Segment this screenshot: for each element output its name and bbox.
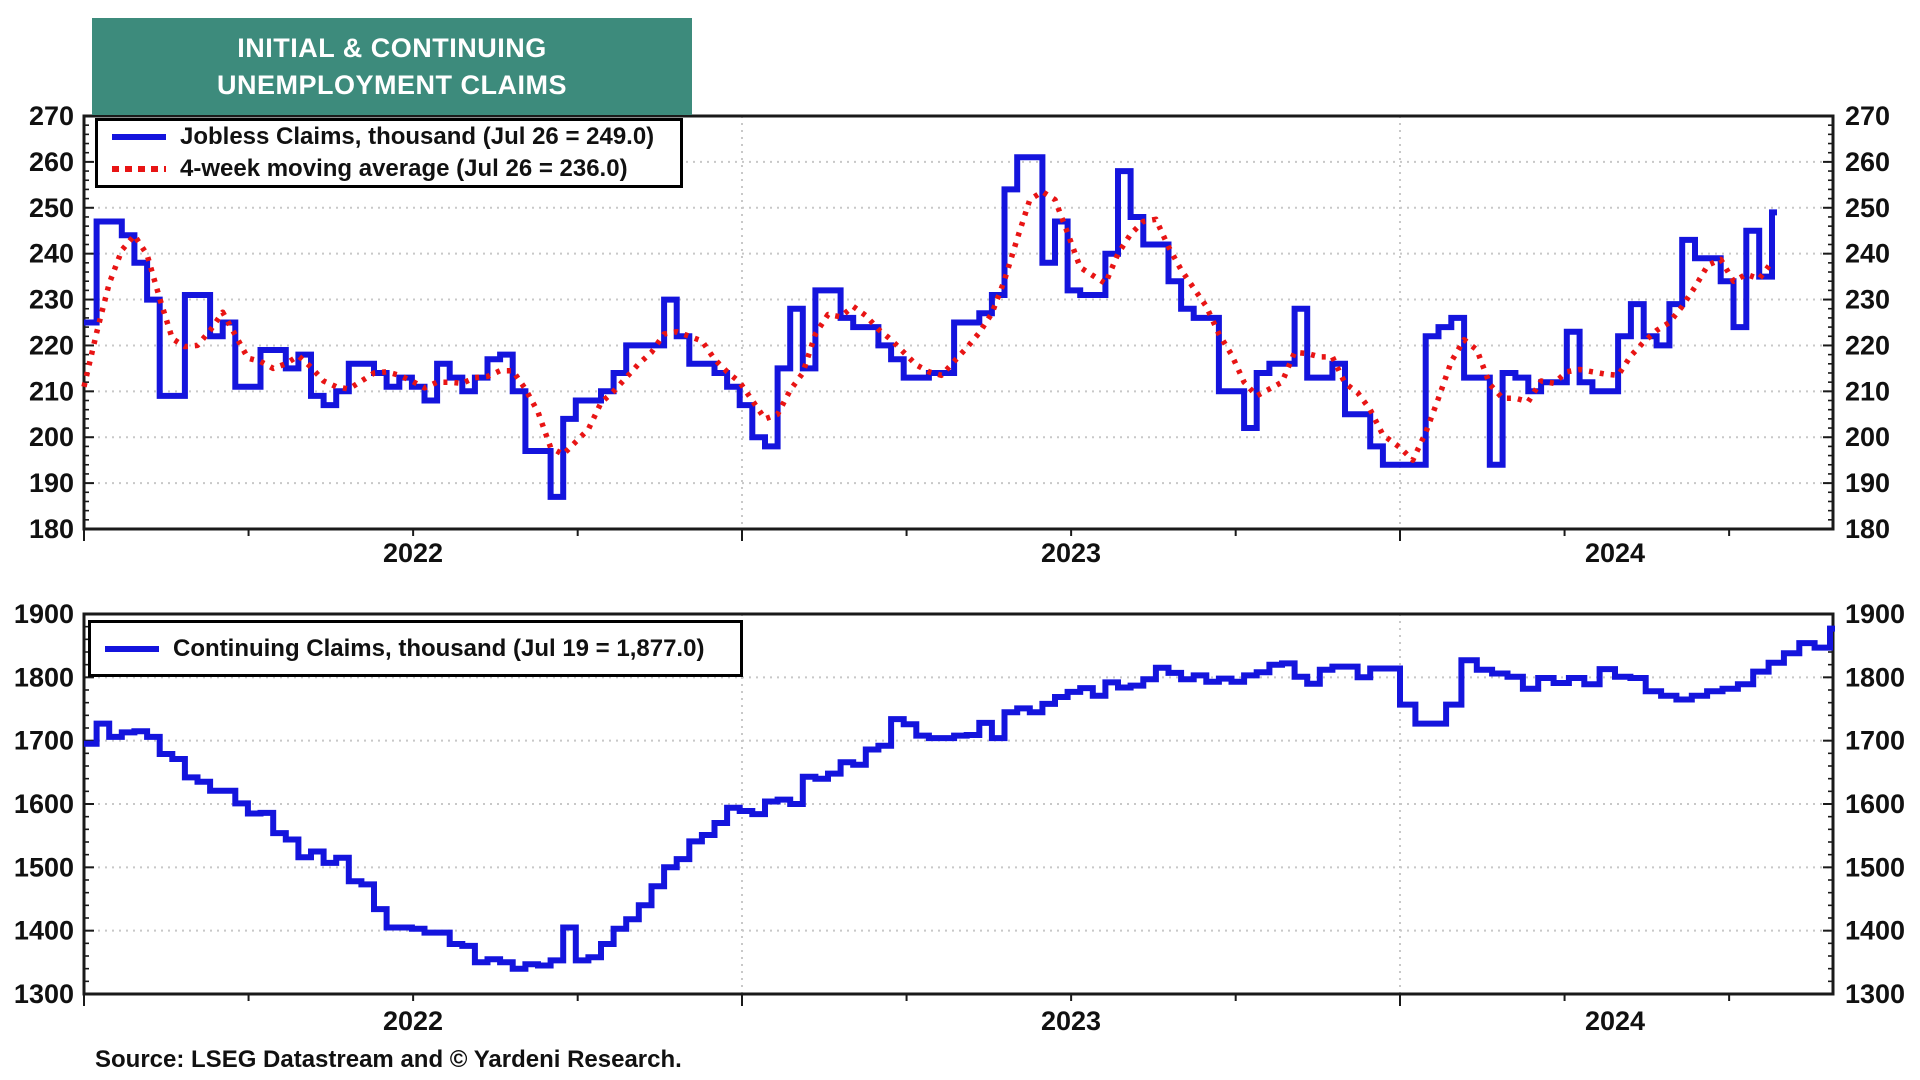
y-tick-label-right: 1300 — [1845, 979, 1905, 1009]
chart-title-line2: UNEMPLOYMENT CLAIMS — [217, 69, 567, 100]
y-tick-label-left: 230 — [29, 285, 74, 315]
claims-step-line — [84, 625, 1835, 972]
moving-average-dotted-line — [81, 188, 1775, 463]
top-chart-legend: Jobless Claims, thousand (Jul 26 = 249.0… — [95, 118, 683, 188]
y-tick-label-right: 180 — [1845, 514, 1890, 544]
legend-label: Jobless Claims, thousand (Jul 26 = 249.0… — [180, 123, 655, 150]
x-year-label: 2023 — [1041, 1006, 1101, 1036]
y-tick-label-left: 1400 — [14, 916, 74, 946]
y-tick-label-left: 1900 — [14, 599, 74, 629]
y-tick-label-left: 210 — [29, 376, 74, 406]
chart-title-box: INITIAL & CONTINUING UNEMPLOYMENT CLAIMS — [92, 18, 692, 115]
red-dotted-line-swatch — [112, 166, 166, 172]
blue-solid-line-swatch — [112, 134, 166, 140]
legend-label: 4-week moving average (Jul 26 = 236.0) — [180, 155, 628, 182]
y-tick-label-right: 240 — [1845, 239, 1890, 269]
y-tick-label-right: 250 — [1845, 193, 1890, 223]
x-year-label: 2022 — [383, 538, 443, 568]
chart-title-line1: INITIAL & CONTINUING — [237, 33, 547, 64]
x-year-label: 2022 — [383, 1006, 443, 1036]
claims-step-line — [84, 154, 1777, 500]
y-tick-label-left: 240 — [29, 239, 74, 269]
y-tick-label-right: 260 — [1845, 147, 1890, 177]
y-tick-label-left: 220 — [29, 330, 74, 360]
y-tick-label-left: 270 — [29, 101, 74, 131]
y-tick-label-left: 260 — [29, 147, 74, 177]
plot-border — [82, 612, 1835, 996]
y-tick-label-right: 230 — [1845, 285, 1890, 315]
y-tick-label-right: 190 — [1845, 468, 1890, 498]
y-tick-label-left: 1700 — [14, 726, 74, 756]
y-tick-label-left: 250 — [29, 193, 74, 223]
y-tick-label-right: 1500 — [1845, 852, 1905, 882]
legend-label: Continuing Claims, thousand (Jul 19 = 1,… — [173, 634, 705, 662]
legend-item-jobless-claims: Jobless Claims, thousand (Jul 26 = 249.0… — [112, 123, 666, 151]
y-tick-label-left: 1800 — [14, 662, 74, 692]
x-year-label: 2023 — [1041, 538, 1101, 568]
y-tick-label-left: 1500 — [14, 852, 74, 882]
y-tick-label-right: 1400 — [1845, 916, 1905, 946]
y-tick-label-right: 220 — [1845, 330, 1890, 360]
y-tick-label-left: 180 — [29, 514, 74, 544]
y-tick-label-left: 1300 — [14, 979, 74, 1009]
blue-solid-line-swatch — [105, 645, 159, 652]
y-tick-label-right: 200 — [1845, 422, 1890, 452]
y-tick-label-right: 270 — [1845, 101, 1890, 131]
y-tick-label-left: 200 — [29, 422, 74, 452]
y-tick-label-right: 1800 — [1845, 662, 1905, 692]
bottom-chart-legend: Continuing Claims, thousand (Jul 19 = 1,… — [88, 620, 743, 677]
y-tick-label-right: 1600 — [1845, 789, 1905, 819]
legend-item-continuing-claims: Continuing Claims, thousand (Jul 19 = 1,… — [105, 635, 726, 663]
x-year-label: 2024 — [1585, 1006, 1645, 1036]
y-tick-label-right: 1900 — [1845, 599, 1905, 629]
source-attribution: Source: LSEG Datastream and © Yardeni Re… — [95, 1046, 682, 1073]
y-tick-label-right: 1700 — [1845, 726, 1905, 756]
legend-item-moving-average: 4-week moving average (Jul 26 = 236.0) — [112, 155, 666, 183]
y-tick-label-right: 210 — [1845, 376, 1890, 406]
x-year-label: 2024 — [1585, 538, 1645, 568]
y-tick-label-left: 190 — [29, 468, 74, 498]
y-tick-label-left: 1600 — [14, 789, 74, 819]
